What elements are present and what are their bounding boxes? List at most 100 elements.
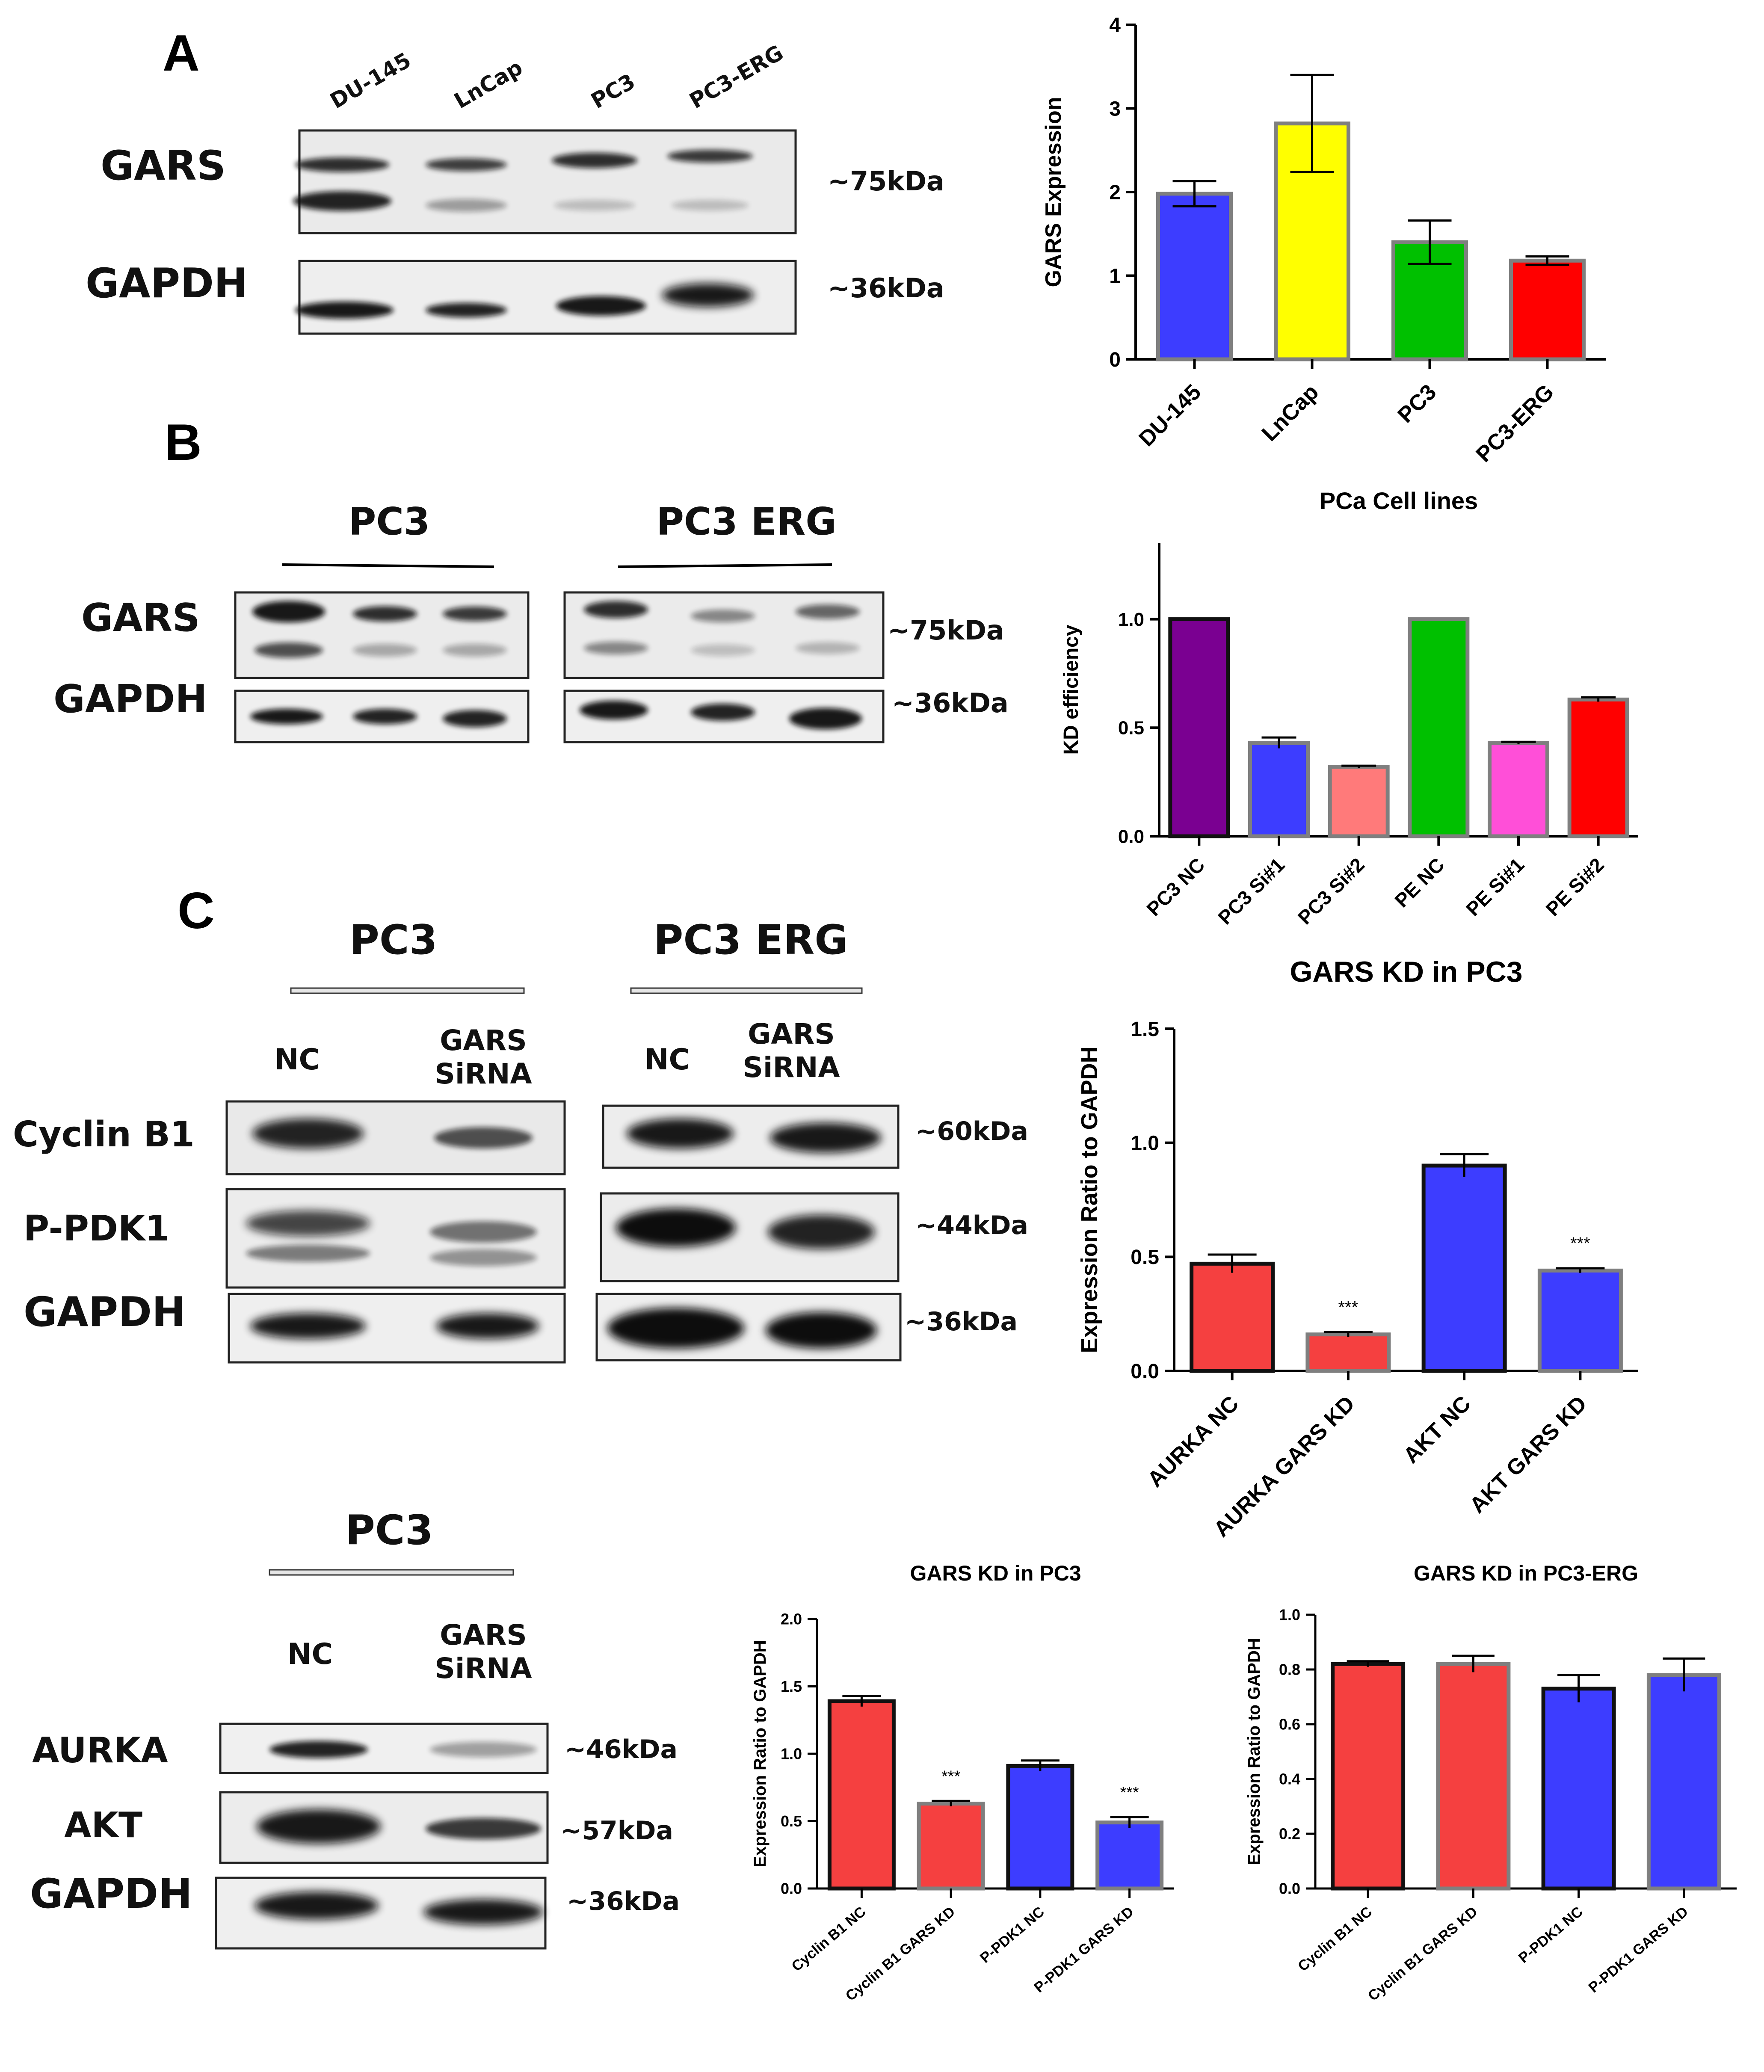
y-axis-label: Expression Ratio to GAPDH [1245,1638,1264,1865]
x-tick-label: Cyclin B1 NC [1295,1903,1375,1974]
x-tick-label: PC3 Si#1 [1213,853,1289,929]
y-tick-label: 0.2 [1279,1825,1300,1843]
blot-band [430,1742,537,1757]
bar-pc3-erg [1509,258,1586,361]
y-axis-label: Expression Ratio to GAPDH [751,1640,770,1867]
bar-p-pdk1-nc [1541,1687,1616,1891]
bar-pe-si-1 [1488,741,1549,838]
blot-c2: PC3 NC GARS SiRNA AURKA AKT GAPDH ~46kDa … [30,1507,680,1950]
bar-akt-nc [1421,1163,1507,1373]
chart-title: GARS KD in PC3 [1290,956,1522,988]
y-tick-label: 0.5 [1118,718,1144,739]
blot-band [426,1818,541,1839]
panel-label-c: C [178,882,215,939]
blot-b-size-36: ~36kDa [892,687,1009,719]
blot-c2-group-pc3: PC3 [345,1507,433,1554]
blot-band [552,153,637,168]
blot-band [434,1127,533,1148]
significance-label: *** [1570,1234,1590,1253]
chart-chartC2: GARS KD in PC3 0.0 0.5 1.0 1.5 2.0 Expression … [751,1561,1174,2004]
significance-label: *** [1120,1784,1139,1802]
chart-chartA: 0 1 2 3 4 GARS Expression DU-145 LnCap PC3 PC3-ER… [1041,14,1606,467]
blot-c1: PC3 PC3 ERG NC GARS SiRNA NC GARS SiRNA Cy… [13,917,1028,1364]
blot-c1-row-ppdk1: P-PDK1 [24,1208,169,1249]
blot-band [250,709,323,724]
blot-band [246,1211,370,1236]
y-tick-label: 0.0 [1118,826,1144,847]
blot-band [554,200,635,211]
blot-band [584,601,648,618]
blot-c1-row-cyclinb1: Cyclin B1 [13,1114,195,1155]
bar-du-145 [1156,192,1233,361]
y-tick-label: 0.4 [1279,1770,1300,1788]
bar-cyclin-b1-nc [1331,1662,1406,1891]
blot-band [353,709,417,724]
x-tick-label: AURKA NC [1143,1391,1244,1492]
blot-band [443,644,507,657]
blot-band [662,283,754,307]
y-tick-label: 1 [1109,265,1121,287]
blot-band [627,1119,734,1148]
chart-chartB: PCa Cell lines 0.0 0.5 1.0 KD efficiency PC3 … [1060,487,1638,929]
y-tick-label: 0.5 [781,1812,802,1830]
x-tick-label: Cyclin B1 GARS KD [1365,1903,1480,2004]
blot-c1-lane-kd-2: GARS SiRNA [743,1018,840,1084]
significance-label: *** [941,1767,961,1785]
blot-band [770,1123,881,1153]
blot-a-lane-4: PC3-ERG [685,40,787,114]
x-tick-label: DU-145 [1134,379,1206,451]
y-tick-label: 1.0 [1118,609,1144,630]
blot-band [796,642,860,654]
blot-band [252,601,325,622]
blot-c1-size-44: ~44kDa [915,1211,1028,1240]
panel-label-b: B [165,414,202,471]
blot-band [789,708,862,729]
blot-band [436,1313,539,1339]
blot-a-lane-1: DU-145 [326,48,415,114]
blot-b-size-75: ~75kDa [888,615,1004,646]
y-tick-label: 1.0 [1279,1606,1300,1624]
chart-title: PCa Cell lines [1320,487,1478,514]
chart-title: GARS KD in PC3-ERG [1414,1561,1638,1585]
y-tick-label: 2 [1109,181,1121,204]
x-tick-label: P-PDK1 GARS KD [1031,1903,1137,1996]
bar-pc3-nc [1168,617,1230,838]
blot-b-group-line-1 [282,563,494,568]
blot-a-row-gars: GARS [101,142,226,189]
charts: 0 1 2 3 4 GARS Expression DU-145 LnCap PC3 PC3-ER… [751,14,1737,2004]
blot-band [426,158,507,171]
blot-band [580,701,648,719]
blot-c1-row-gapdh: GAPDH [24,1289,186,1336]
blot-c1-size-60: ~60kDa [915,1116,1028,1146]
chart-chartC1: GARS KD in PC3 0.0 0.5 1.0 1.5 Expression Rat… [1077,956,1638,1542]
blot-a-lane-3: PC3 [587,69,639,113]
blot-c2-lane-kd: GARS SiRNA [435,1619,532,1685]
y-tick-label: 0.0 [781,1880,802,1897]
blot-c2-size-57: ~57kDa [560,1816,673,1846]
blot-c2-size-36: ~36kDa [567,1886,680,1916]
blot-band [768,1215,875,1249]
blot-band [556,296,646,316]
blot-band [691,704,755,721]
blot-band [426,199,507,212]
blot-band [430,1221,537,1243]
x-tick-label: AKT GARS KD [1465,1391,1592,1518]
blot-a-size-36: ~36kDa [828,272,944,304]
blot-band [766,1312,877,1349]
blot-band [691,644,755,656]
blot-b-group-pc3: PC3 [349,500,430,544]
blot-band [353,644,417,657]
blot-band [295,302,394,319]
bar-p-pdk1-gars-kd [1095,1820,1164,1891]
blot-band [293,191,391,211]
blot-c1-group-pc3: PC3 [349,917,437,964]
blot-c1-group-line-1 [290,987,525,994]
y-tick-label: 0.0 [1279,1880,1300,1897]
significance-label: *** [1338,1298,1359,1317]
blot-band [667,150,753,163]
blot-band [250,1313,366,1339]
bar-p-pdk1-gars-kd [1646,1673,1721,1891]
y-tick-label: 1.0 [781,1745,802,1763]
blot-band [796,604,860,619]
